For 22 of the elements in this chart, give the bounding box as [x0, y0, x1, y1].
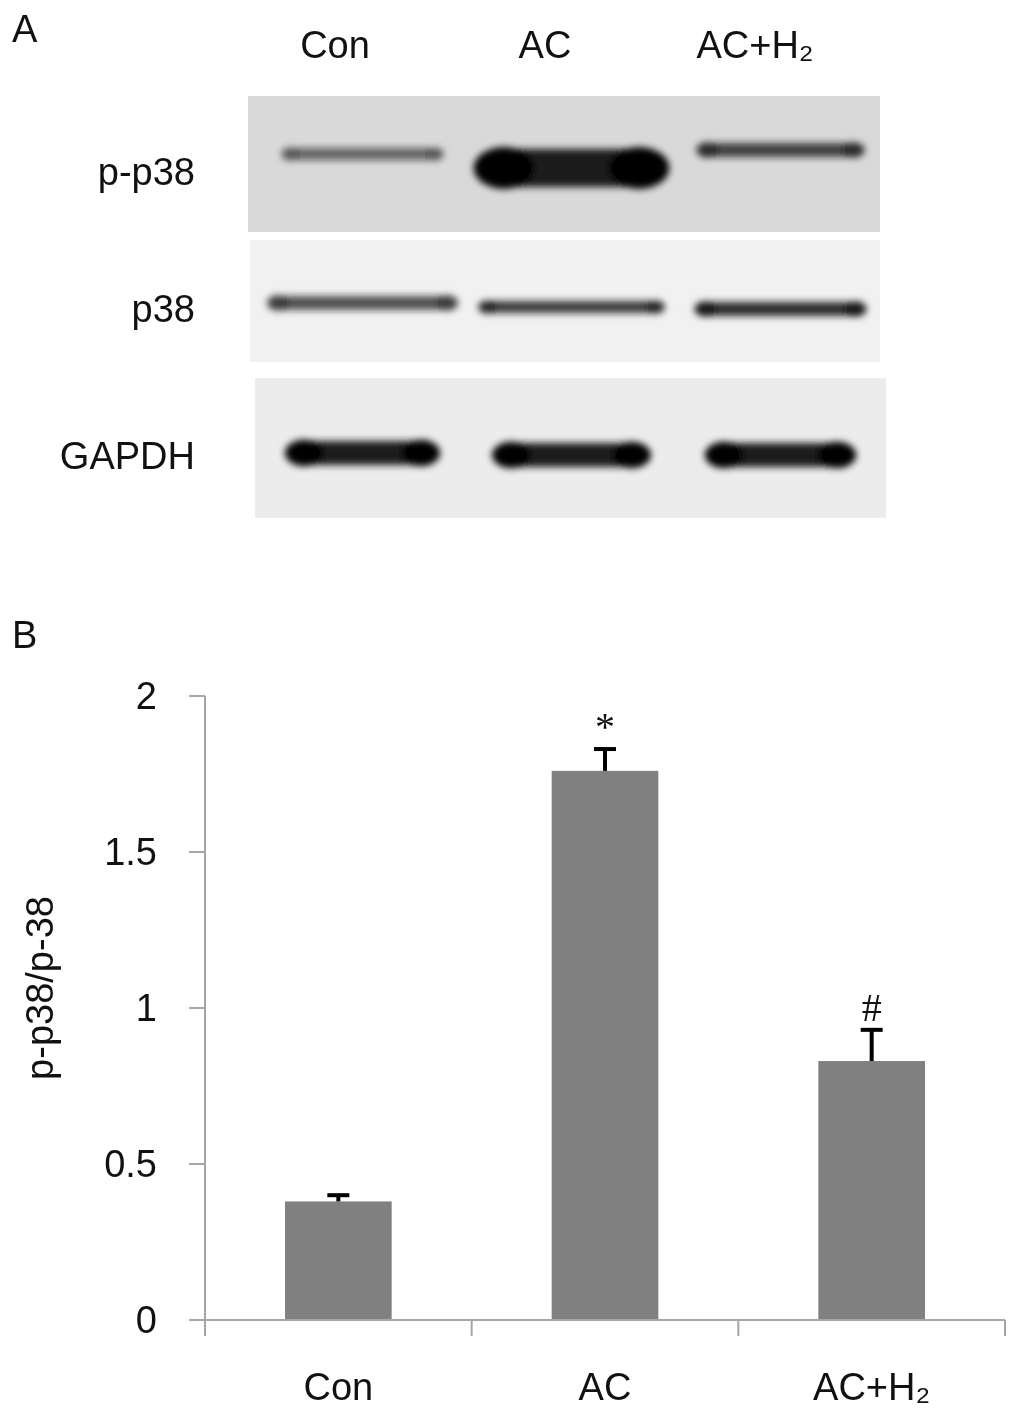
x-tick-label: Con — [303, 1366, 374, 1408]
category-label: p-p38 — [97, 151, 195, 193]
category-label: Con — [300, 24, 370, 66]
chart-title: B — [12, 614, 38, 656]
bar — [818, 1061, 925, 1320]
y-tick-label: 0.5 — [104, 1143, 157, 1185]
category-label: GAPDH — [59, 435, 195, 477]
bar — [551, 770, 659, 1320]
category-label: AC — [518, 24, 572, 66]
text: A — [12, 8, 38, 50]
y-tick-label: 0 — [135, 1299, 157, 1341]
category-label: AC+H₂ — [696, 24, 814, 66]
annotation: # — [861, 984, 882, 1030]
y-tick-label: 2 — [135, 675, 157, 717]
y-tick-label: 1 — [135, 987, 157, 1029]
y-tick-label: 1.5 — [104, 831, 157, 873]
y-axis-title: p-p38/p-38 — [19, 896, 61, 1080]
bar — [285, 1201, 392, 1320]
annotation: * — [595, 704, 615, 750]
x-tick-label: AC — [578, 1366, 632, 1408]
category-label: p38 — [131, 288, 195, 330]
x-tick-label: AC+H₂ — [813, 1366, 931, 1408]
